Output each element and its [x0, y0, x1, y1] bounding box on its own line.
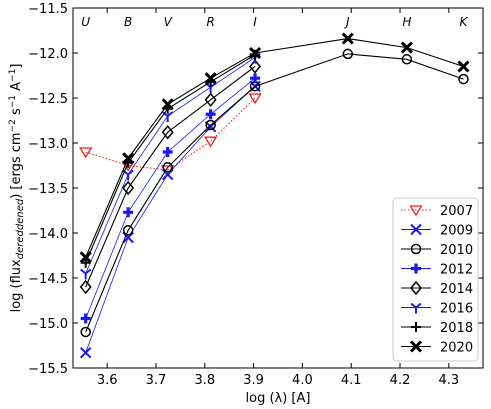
data-point: [203, 136, 218, 148]
series-layer: [79, 32, 470, 359]
series-2020: [79, 32, 470, 264]
x-tick-label: 3.7: [146, 373, 167, 388]
x-tick-label: 4.1: [341, 373, 362, 388]
data-point: [79, 346, 92, 359]
x-axis-label: log (λ) [A]: [246, 391, 311, 406]
legend-label: 2016: [440, 302, 473, 317]
band-label: U: [81, 15, 90, 29]
legend-label: 2014: [440, 282, 473, 297]
legend-label: 2009: [440, 224, 473, 239]
axis-ticks: 3.6 3.7 3.8 3.9 4.0 4.1 4.2 4.3 −15.5 −15.0 −14.5 −…: [28, 2, 483, 388]
y-tick-label: −11.5: [28, 2, 68, 17]
data-point: [341, 32, 354, 45]
x-tick-label: 3.9: [243, 373, 264, 388]
data-point: [250, 73, 261, 84]
data-point: [162, 162, 173, 173]
x-tick-label: 4.2: [390, 373, 411, 388]
data-point: [401, 54, 413, 65]
band-label: B: [124, 15, 132, 29]
legend-marker: [410, 223, 422, 236]
data-point: [205, 119, 216, 131]
y-tick-label: −13.0: [28, 137, 68, 152]
series-line: [85, 53, 464, 333]
band-label: V: [164, 15, 173, 29]
legend-marker: [410, 302, 422, 314]
legend: 2007 2009 2010 2012 2014 2016 2018 2020: [392, 197, 479, 362]
data-point: [400, 41, 413, 54]
y-tick-label: −15.5: [28, 362, 68, 377]
legend-label: 2010: [440, 243, 473, 258]
data-point: [161, 98, 174, 111]
series-2014: [79, 59, 262, 295]
y-axis-label: log (fluxdereddened) [ergs cm−2 s−1 A−1]: [8, 64, 26, 313]
y-tick-label: −13.5: [28, 182, 68, 197]
x-tick-label: 3.6: [97, 373, 118, 388]
data-point: [161, 125, 174, 140]
data-point: [458, 73, 469, 85]
y-tick-label: −12.5: [28, 92, 68, 107]
data-point: [123, 207, 134, 218]
data-point: [204, 92, 217, 107]
x-tick-label: 4.0: [292, 373, 313, 388]
legend-label: 2020: [440, 341, 473, 356]
series-2010: [80, 48, 469, 338]
data-point: [248, 46, 262, 60]
legend-marker: [411, 322, 421, 332]
data-point: [205, 109, 216, 120]
x-tick-label: 4.3: [438, 373, 459, 388]
data-point: [122, 225, 134, 236]
data-point: [162, 147, 173, 157]
series-line: [85, 66, 256, 288]
series-line: [85, 38, 464, 258]
legend-marker: [410, 280, 422, 296]
band-label: J: [344, 15, 350, 29]
data-point: [204, 72, 217, 85]
y-tick-label: −12.0: [28, 47, 68, 62]
y-tick-label: −14.0: [28, 227, 68, 242]
series-line: [85, 97, 256, 171]
x-tick-label: 3.8: [194, 373, 215, 388]
band-label: K: [460, 15, 469, 29]
data-point: [122, 152, 135, 165]
series-line: [85, 86, 256, 353]
data-point: [249, 59, 262, 74]
data-point: [80, 268, 92, 280]
data-point: [79, 251, 92, 264]
data-point: [79, 279, 92, 295]
data-point: [80, 326, 91, 338]
legend-box: [392, 197, 479, 362]
band-label: H: [402, 15, 411, 29]
data-point: [162, 111, 174, 122]
data-point: [204, 121, 217, 133]
legend-marker: [411, 263, 421, 274]
band-label: I: [253, 15, 257, 29]
data-point: [457, 60, 470, 73]
y-tick-label: −14.5: [28, 272, 68, 287]
data-point: [248, 93, 262, 105]
band-label: R: [206, 15, 214, 29]
legend-label: 2018: [440, 321, 473, 336]
legend-label: 2007: [440, 204, 473, 219]
legend-label: 2012: [440, 263, 473, 278]
legend-marker: [410, 243, 422, 255]
data-point: [342, 48, 354, 60]
data-point: [80, 313, 91, 324]
data-point: [122, 180, 135, 196]
legend-marker: [409, 205, 423, 217]
data-point: [79, 147, 93, 159]
data-point: [122, 169, 134, 181]
y-tick-label: −15.0: [28, 317, 68, 332]
series-2012: [80, 73, 261, 324]
series-2009: [79, 80, 261, 359]
legend-marker: [409, 340, 423, 353]
